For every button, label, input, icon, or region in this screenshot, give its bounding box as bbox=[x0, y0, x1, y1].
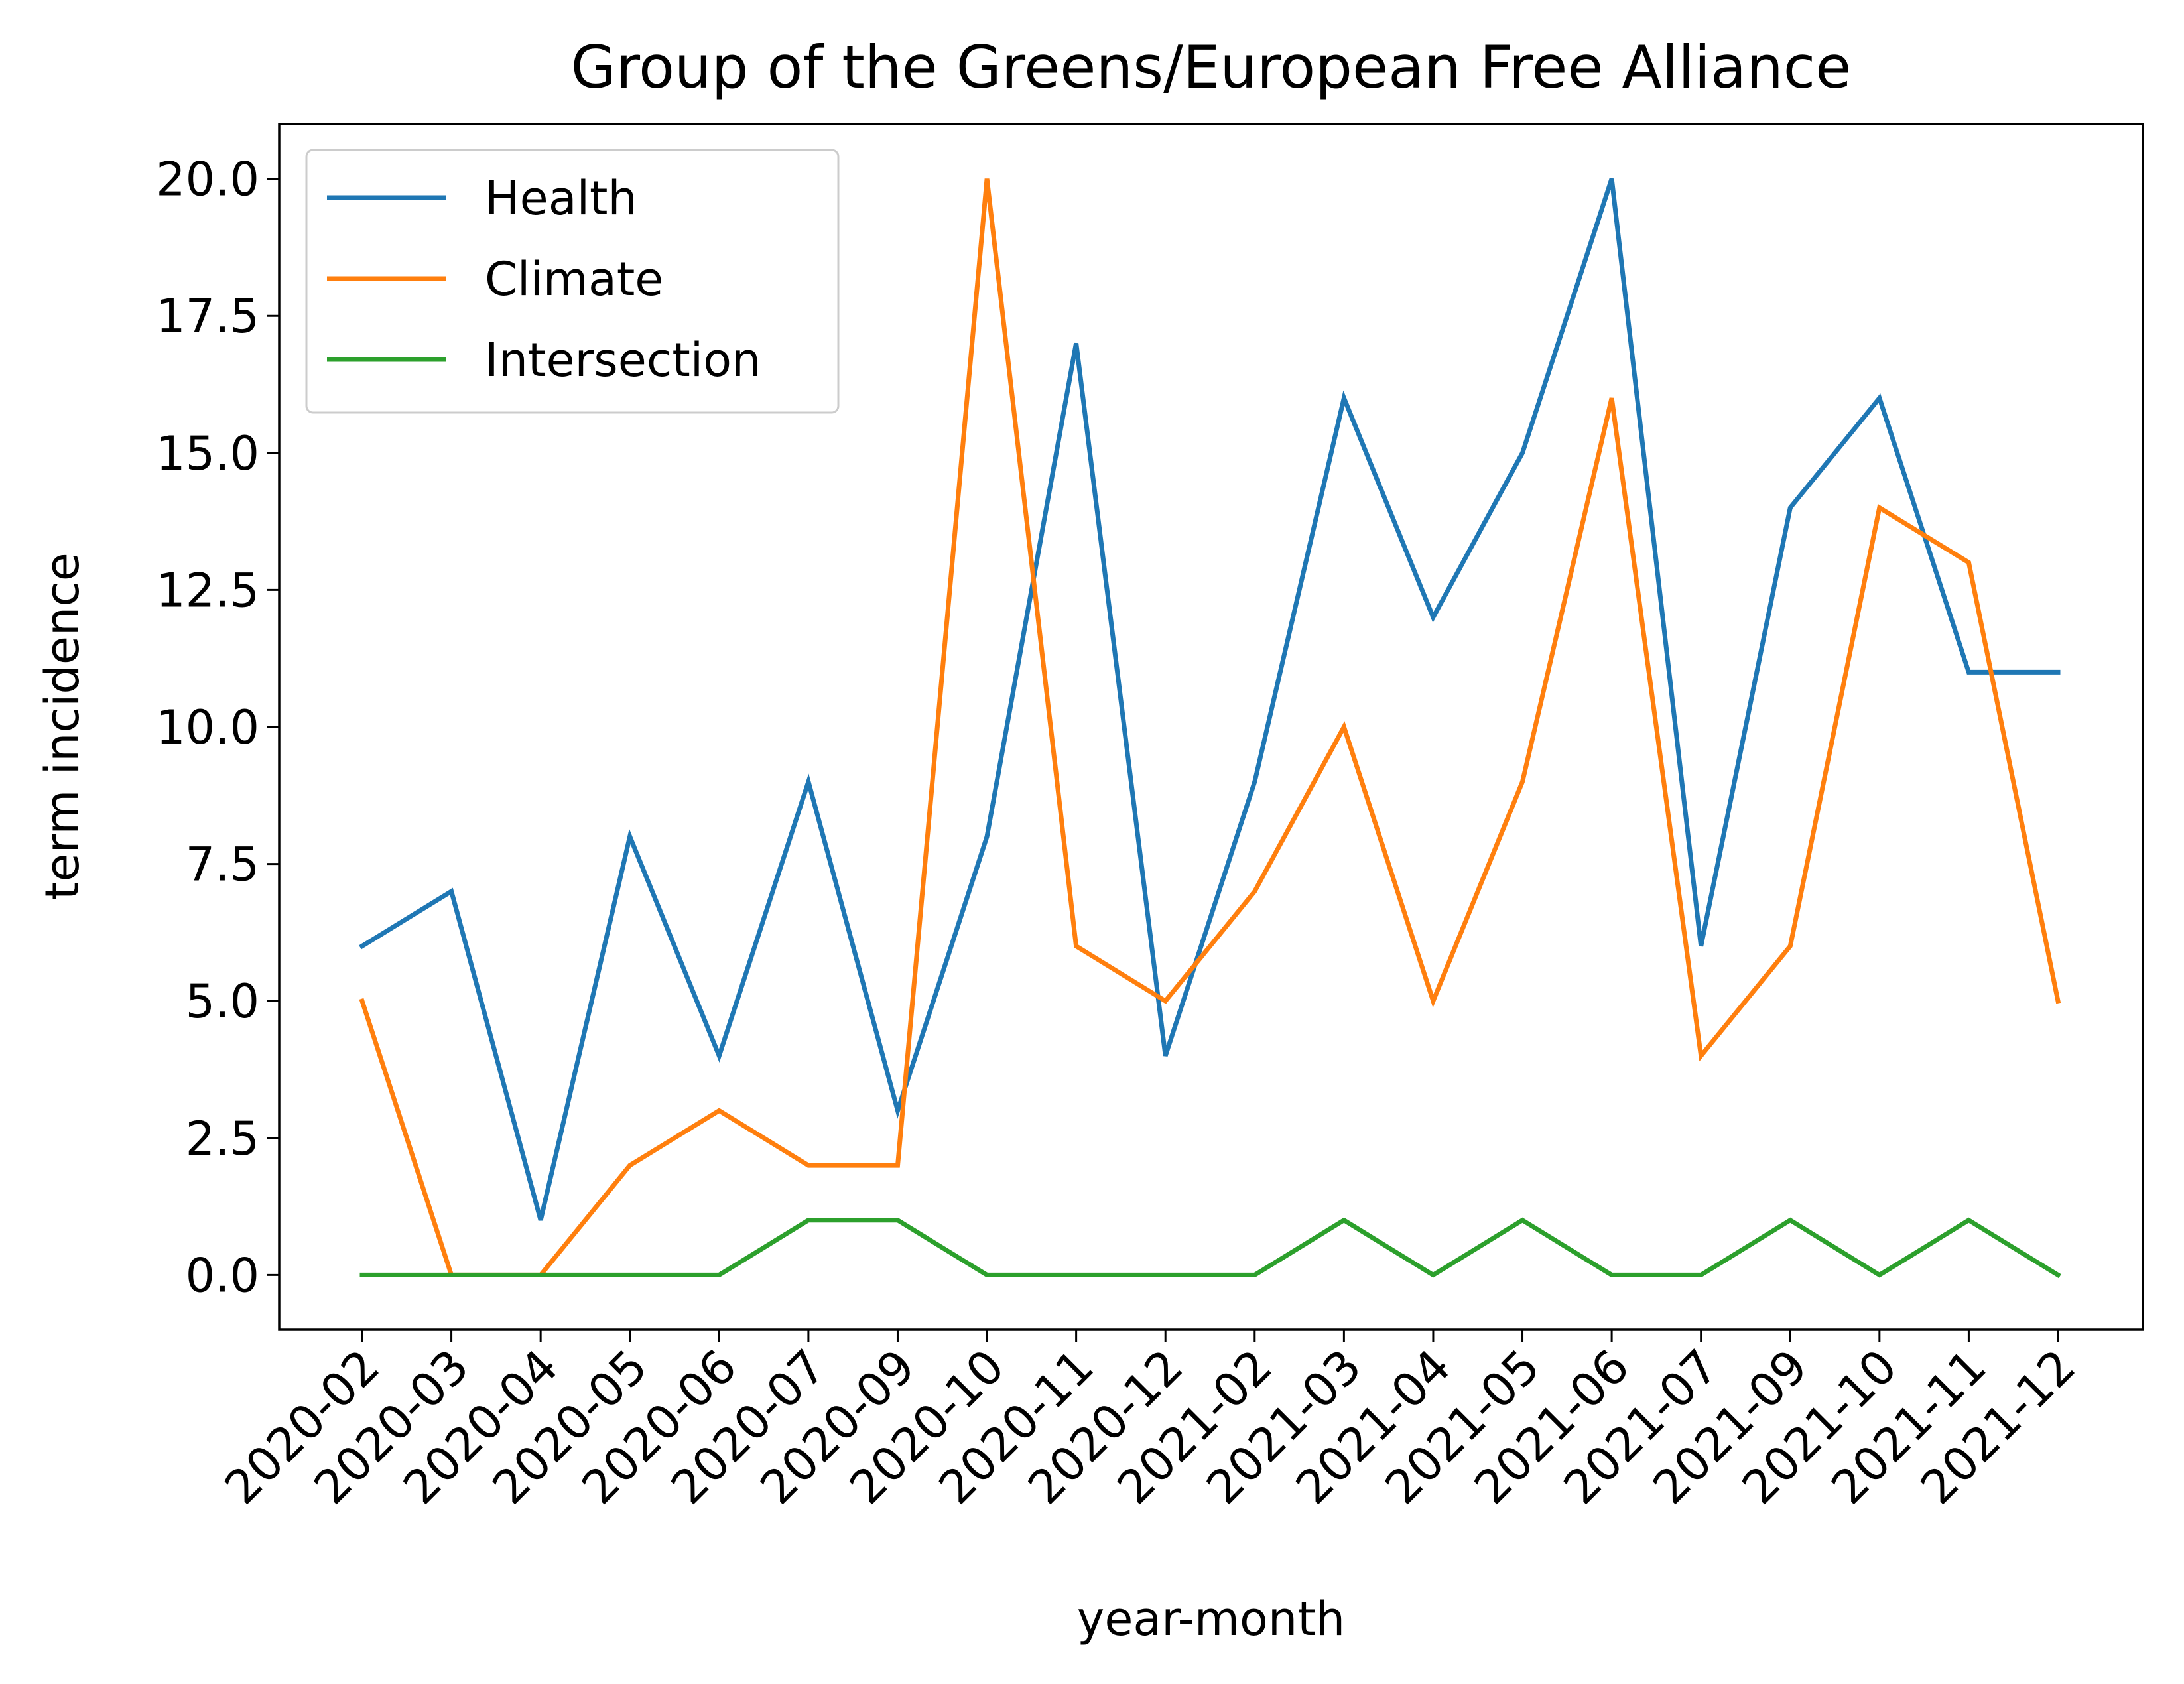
legend-box bbox=[305, 149, 840, 414]
y-tick-label: 2.5 bbox=[186, 1112, 259, 1166]
series-lines bbox=[359, 178, 2061, 1279]
legend-label-health: Health bbox=[485, 171, 637, 226]
y-axis-label: term incidence bbox=[35, 552, 90, 900]
legend-label-climate: Climate bbox=[485, 252, 663, 306]
series-line-intersection bbox=[359, 1217, 2061, 1279]
x-axis-label: year-month bbox=[1077, 1592, 1345, 1646]
series-line-climate bbox=[359, 178, 2061, 1277]
chart-title: Group of the Greens/European Free Allian… bbox=[571, 33, 1852, 101]
y-tick-label: 20.0 bbox=[156, 153, 259, 207]
y-tick-label: 5.0 bbox=[186, 974, 259, 1029]
y-tick-label: 10.0 bbox=[156, 700, 259, 755]
y-tick-label: 7.5 bbox=[186, 838, 259, 892]
y-tick-label: 17.5 bbox=[156, 289, 259, 344]
series-line-health bbox=[359, 178, 2061, 1221]
y-tick-label: 0.0 bbox=[186, 1248, 259, 1303]
y-tick-label: 12.5 bbox=[156, 563, 259, 617]
legend-label-intersection: Intersection bbox=[485, 333, 761, 387]
plot-frame bbox=[278, 123, 2144, 1331]
y-tick-label: 15.0 bbox=[156, 426, 259, 481]
legend: Health Climate Intersection bbox=[305, 149, 840, 414]
